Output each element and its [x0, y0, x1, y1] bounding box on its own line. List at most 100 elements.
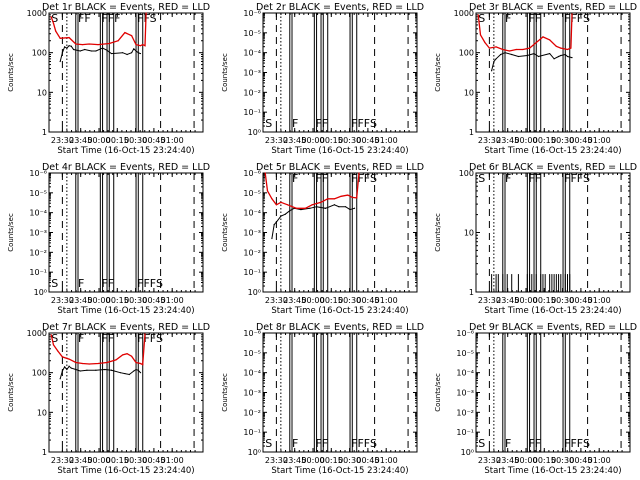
- data-point: [59, 60, 61, 63]
- data-point: [337, 206, 339, 208]
- y-tick-label: 10⁻⁶: [456, 329, 474, 338]
- x-tick-label: 00:00: [301, 296, 324, 305]
- data-point: [139, 52, 142, 55]
- panel-title: Det 4r BLACK = Events, RED = LLD: [42, 162, 210, 173]
- data-point: [142, 43, 144, 46]
- x-tick-label: 23:30: [264, 296, 287, 305]
- data-point: [326, 198, 328, 200]
- x-tick-label: 23:30: [51, 296, 74, 305]
- y-tick-label: 10⁻³: [243, 229, 261, 238]
- y-tick-label: 10⁻³: [456, 389, 474, 398]
- y-tick-label: 100: [459, 169, 474, 178]
- flag-letters: S: [478, 172, 485, 185]
- flag-letters: F: [78, 277, 84, 290]
- x-tick-label: 01:00: [161, 456, 184, 465]
- y-tick-label: 10⁰: [461, 448, 474, 457]
- x-tick-label: 00:45: [142, 456, 165, 465]
- data-point: [308, 207, 310, 209]
- y-tick-label: 1000: [27, 9, 47, 18]
- x-tick-label: 00:00: [87, 456, 110, 465]
- data-point: [488, 47, 490, 49]
- data-point: [95, 369, 97, 371]
- data-point: [495, 46, 497, 48]
- data-point: [137, 52, 139, 54]
- data-point: [537, 55, 540, 58]
- data-point: [119, 372, 122, 374]
- flag-letters: S: [265, 437, 272, 450]
- data-point: [495, 58, 497, 60]
- x-tick-label: 23:30: [51, 136, 74, 145]
- data-point: [101, 47, 104, 49]
- data-point: [560, 47, 562, 49]
- data-point: [128, 373, 130, 376]
- data-point: [52, 344, 55, 346]
- y-tick-label: 10⁻⁵: [243, 29, 261, 38]
- data-point: [133, 370, 135, 372]
- data-point: [304, 207, 306, 209]
- x-tick-label: 00:15: [533, 296, 556, 305]
- flag-letters: FF: [315, 117, 328, 130]
- plot-frame: [475, 332, 631, 453]
- plot-frame: [475, 12, 631, 133]
- y-tick-label: 10⁻²: [29, 248, 47, 257]
- data-point: [284, 213, 286, 215]
- data-point: [81, 43, 84, 46]
- y-axis-label: Counts/sec: [221, 53, 229, 92]
- y-tick-label: 10⁻⁶: [243, 169, 261, 178]
- data-point: [315, 206, 317, 208]
- data-point: [279, 215, 281, 217]
- detector-panel: Det 7r BLACK = Events, RED = LLD 1 10 100 10…: [7, 322, 210, 476]
- data-point: [122, 52, 124, 54]
- plot-frame: [262, 172, 417, 293]
- data-point: [68, 45, 70, 47]
- data-point: [130, 34, 133, 37]
- flag-letters: S: [478, 437, 485, 450]
- flag-letters: S: [51, 277, 58, 290]
- data-point: [50, 16, 52, 18]
- data-point: [66, 47, 68, 49]
- y-tick-label: 1: [469, 288, 474, 297]
- y-tick-label: 10⁻³: [243, 389, 261, 398]
- y-tick-label: 10⁰: [247, 288, 260, 297]
- data-point: [542, 36, 544, 38]
- detector-panel: Det 3r BLACK = Events, RED = LLD 1 10 100 10…: [434, 2, 637, 156]
- data-point: [549, 39, 551, 41]
- data-point: [357, 172, 360, 174]
- data-point: [124, 372, 126, 375]
- data-point: [104, 368, 106, 371]
- x-tick-label: 23:45: [69, 456, 92, 465]
- data-point: [68, 358, 70, 360]
- data-point: [564, 53, 566, 56]
- y-tick-label: 10⁰: [247, 128, 260, 137]
- data-point: [504, 52, 506, 54]
- detector-panel: Det 5r BLACK = Events, RED = LLD 10⁰ 10⁻¹ 1…: [221, 162, 424, 316]
- panel-title: Det 2r BLACK = Events, RED = LLD: [255, 2, 423, 13]
- data-point: [61, 356, 63, 358]
- data-point: [59, 378, 61, 380]
- y-tick-label: 10⁻⁴: [456, 369, 474, 378]
- y-tick-label: 10⁻¹: [456, 428, 474, 437]
- x-axis-label: Start Time (16-Oct-15 23:24:40): [484, 146, 621, 156]
- y-tick-label: 10⁻²: [243, 88, 261, 97]
- x-tick-label: 23:45: [69, 296, 92, 305]
- data-point: [319, 201, 322, 203]
- data-point: [145, 12, 147, 14]
- flag-letters: FF: [101, 277, 114, 290]
- events-series-line: [491, 52, 573, 71]
- data-point: [299, 208, 302, 211]
- data-point: [108, 42, 110, 45]
- data-point: [484, 41, 486, 44]
- data-point: [346, 194, 348, 196]
- flag-letters: FFF: [101, 12, 120, 25]
- flag-letters: F: [505, 172, 511, 185]
- data-point: [499, 53, 502, 56]
- x-tick-label: 00:15: [319, 136, 342, 145]
- data-point: [75, 361, 77, 364]
- data-point: [275, 221, 277, 223]
- data-point: [522, 48, 524, 51]
- y-tick-label: 10⁻²: [456, 408, 474, 417]
- panel-title: Det 9r BLACK = Events, RED = LLD: [469, 322, 637, 333]
- data-point: [526, 54, 528, 57]
- data-point: [279, 201, 281, 203]
- lld-series-line: [477, 13, 573, 52]
